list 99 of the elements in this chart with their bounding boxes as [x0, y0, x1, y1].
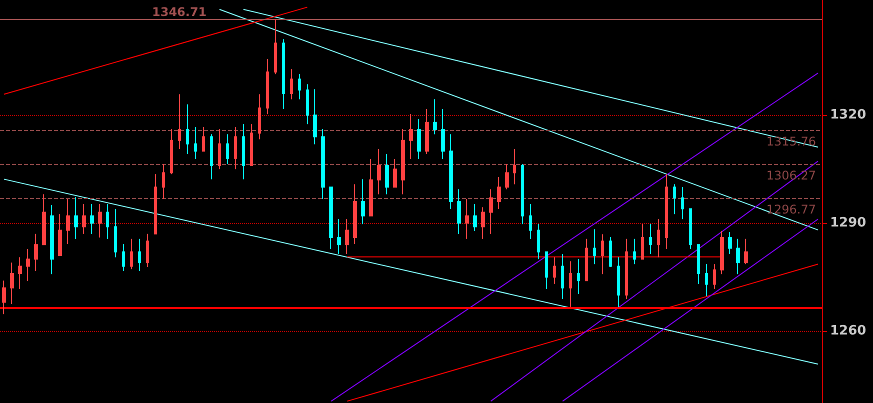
candlestick — [561, 254, 564, 300]
candlestick — [744, 238, 748, 265]
candlestick — [313, 88, 317, 145]
candlestick — [425, 108, 429, 155]
candlestick — [369, 158, 373, 216]
candlestick — [553, 256, 556, 284]
candlestick — [457, 188, 461, 234]
candlestick — [585, 238, 588, 282]
candlestick — [728, 232, 732, 255]
candlestick — [138, 238, 141, 272]
candlestick — [641, 224, 644, 260]
candlestick — [569, 260, 572, 308]
candlestick — [50, 204, 54, 275]
candlestick — [465, 198, 469, 240]
candlestick — [705, 264, 708, 297]
candlestick — [329, 186, 333, 250]
candlestick — [593, 228, 596, 265]
candlestick — [162, 164, 165, 200]
candlestick — [609, 236, 612, 268]
candlestick — [337, 218, 341, 255]
candlestick — [497, 176, 501, 210]
candlestick — [234, 126, 237, 170]
candlestick — [146, 233, 149, 268]
candlestick — [274, 18, 277, 75]
candlestick — [2, 280, 6, 315]
candlestick — [633, 238, 636, 265]
candlestick — [377, 148, 381, 195]
candlestick — [26, 248, 30, 282]
candlestick — [34, 233, 38, 272]
candlestick — [521, 164, 524, 225]
candlestick — [194, 126, 197, 160]
candlestick — [601, 234, 604, 275]
candlestick — [529, 204, 532, 240]
candlestick — [202, 126, 205, 152]
candlestick — [42, 194, 46, 246]
y-tick-label: 1320 — [830, 108, 866, 123]
candlestick — [393, 158, 397, 188]
candlestick — [433, 98, 437, 135]
candlestick — [114, 208, 117, 258]
candlestick — [218, 128, 221, 170]
candlestick — [186, 104, 189, 155]
candlestick — [154, 174, 157, 234]
candlestick — [66, 198, 70, 244]
candlestick — [90, 204, 94, 234]
candlestick — [689, 208, 692, 250]
candlestick — [720, 230, 724, 275]
candlestick — [74, 196, 78, 240]
candlestick — [473, 204, 477, 232]
candlestick — [361, 178, 365, 225]
candlestick — [736, 238, 740, 275]
candlestick — [345, 218, 349, 255]
candlestick — [321, 128, 325, 200]
candlestick — [353, 184, 357, 244]
candlestick — [106, 204, 109, 240]
candlestick — [258, 94, 261, 140]
candlestick — [306, 84, 309, 125]
candlestick — [98, 204, 102, 238]
candlestick — [18, 256, 22, 290]
candlestick — [178, 94, 181, 150]
y-tick-label: 1260 — [830, 324, 866, 339]
candlestick — [657, 218, 660, 258]
y-tick-label: 1290 — [830, 216, 866, 231]
candlestick — [122, 243, 125, 272]
candlestick — [130, 238, 133, 270]
ref-line-label: 1296.77 — [766, 202, 816, 217]
candlestick — [401, 128, 405, 195]
candlestick — [673, 184, 676, 215]
candlestick — [266, 58, 269, 115]
ref-line-label: 1346.71 — [152, 5, 207, 20]
candlestick — [697, 244, 700, 284]
candlestick — [577, 258, 580, 294]
candlestick — [82, 204, 86, 234]
candlestick — [210, 134, 213, 180]
candlestick — [449, 134, 453, 210]
candlestick — [617, 256, 620, 308]
candlestick — [226, 134, 229, 165]
candlestick — [537, 224, 540, 260]
candlestick — [713, 264, 716, 290]
candlestick — [298, 74, 301, 100]
candlestick — [625, 238, 628, 300]
candlestick — [58, 214, 62, 256]
candlestick — [282, 38, 285, 110]
candlestick — [441, 108, 445, 160]
candlestick — [489, 188, 493, 234]
candlestick — [505, 164, 509, 190]
candlestick — [385, 154, 389, 195]
candlestick — [250, 124, 253, 166]
candlestick — [170, 128, 173, 175]
candlestick — [290, 68, 293, 100]
candlestick — [681, 186, 684, 220]
candlestick — [242, 124, 245, 180]
candlestick — [665, 174, 668, 250]
candlestick — [481, 206, 485, 240]
candlestick — [649, 224, 652, 255]
candlestick — [513, 148, 516, 185]
candlestick — [545, 251, 548, 290]
candlestick — [409, 114, 413, 160]
candlestick — [10, 262, 14, 305]
candlestick — [417, 118, 421, 160]
